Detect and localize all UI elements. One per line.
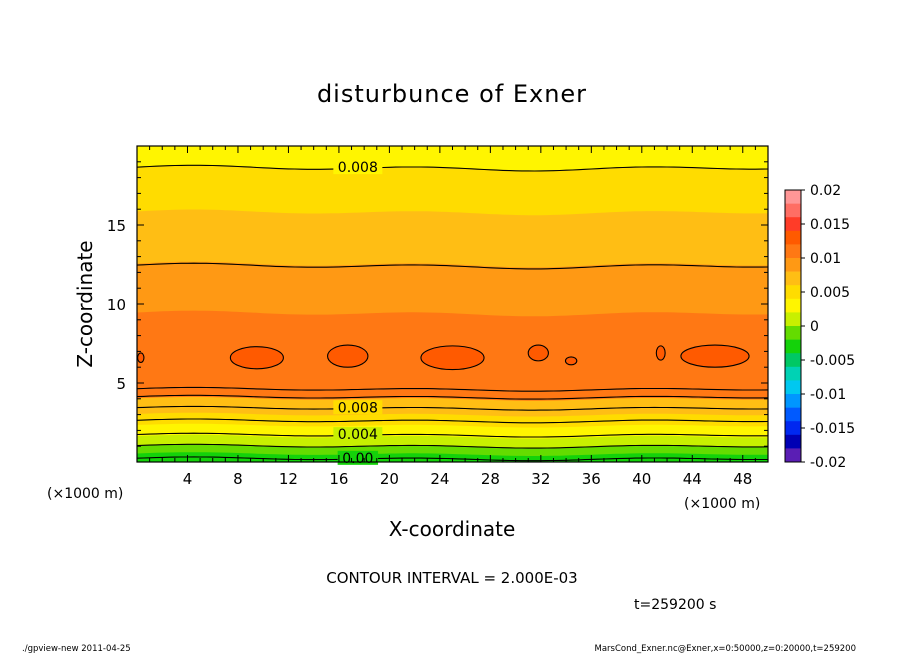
colorbar-level <box>785 407 801 422</box>
colorbar <box>784 189 802 463</box>
colorbar-tick-label: 0.015 <box>810 217 850 233</box>
colorbar-level <box>785 448 801 463</box>
colorbar-level <box>785 366 801 381</box>
colorbar-level <box>785 190 801 204</box>
colorbar-tick-label: -0.015 <box>810 421 855 437</box>
x-tick-label: 36 <box>582 470 601 488</box>
y-axis-label: Z-coordinate <box>73 240 97 367</box>
x-unit-right: (×1000 m) <box>684 496 760 512</box>
contour-label-bg <box>333 427 383 442</box>
contour-line <box>137 394 768 400</box>
contour-label-bg <box>333 400 383 415</box>
colorbar-level <box>785 312 801 327</box>
pressure-cell <box>680 344 750 368</box>
contour-label: 0.008 <box>338 400 378 416</box>
pressure-cell <box>564 356 578 366</box>
high-pressure-cells <box>137 344 750 371</box>
y-tick-label: 5 <box>116 375 126 393</box>
x-tick-label: 48 <box>733 470 752 488</box>
time-text: t=259200 s <box>634 597 716 613</box>
colorbar-level <box>785 326 801 340</box>
contour-line <box>137 405 768 411</box>
colorbar-tick-labels: 0.02 0.015 0.01 0.005 0 -0.005 -0.01 -0.015 -0.0… <box>801 183 855 471</box>
x-axis-label: X-coordinate <box>389 517 516 541</box>
x-tick-label: 28 <box>481 470 500 488</box>
colorbar-level <box>785 339 801 354</box>
field-bands <box>137 146 768 462</box>
x-tick-label: 4 <box>183 470 193 488</box>
contour-line <box>137 443 768 449</box>
colorbar-level <box>785 285 801 300</box>
colorbar-tick-label: 0.02 <box>810 183 841 199</box>
colorbar-level <box>785 298 801 313</box>
colorbar-level <box>785 217 801 232</box>
colorbar-level <box>785 353 801 368</box>
y-tick-label: 10 <box>107 296 126 314</box>
contour-label-bg <box>333 160 383 175</box>
contour-label-bg <box>337 450 379 465</box>
contour-label: 0.004 <box>338 427 378 443</box>
colorbar-tick-label: -0.005 <box>810 353 855 369</box>
pressure-cell <box>420 345 485 371</box>
x-tick-label: 32 <box>531 470 550 488</box>
x-tick-label: 16 <box>329 470 348 488</box>
colorbar-tick-label: -0.02 <box>810 455 846 471</box>
x-tick-label: 8 <box>233 470 243 488</box>
contour-line <box>137 386 768 392</box>
contour-line <box>137 164 768 172</box>
x-tick-label: 24 <box>430 470 449 488</box>
plot-area <box>137 146 768 462</box>
colorbar-level <box>785 230 801 245</box>
x-tick-label: 44 <box>683 470 702 488</box>
pressure-cell <box>527 344 549 362</box>
colorbar-level <box>785 380 801 395</box>
colorbar-level <box>785 258 801 272</box>
x-unit-left: (×1000 m) <box>47 486 123 502</box>
contour-interval-text: CONTOUR INTERVAL = 2.000E-03 <box>326 569 577 587</box>
contour-line <box>137 418 768 424</box>
footer-left: ./gpview-new 2011-04-25 <box>22 644 131 654</box>
pressure-cell <box>327 344 369 368</box>
x-tick-label: 40 <box>632 470 651 488</box>
colorbar-level <box>785 394 801 408</box>
footer-right: MarsCond_Exner.nc@Exner,x=0:50000,z=0:20… <box>594 644 856 654</box>
colorbar-tick-label: 0.005 <box>810 285 850 301</box>
y-tick-label: 15 <box>107 217 126 235</box>
pressure-cell <box>655 345 666 361</box>
colorbar-level <box>785 434 801 449</box>
colorbar-tick-label: 0 <box>810 319 819 335</box>
x-tick-label: 20 <box>380 470 399 488</box>
colorbar-tick-label: -0.01 <box>810 387 846 403</box>
colorbar-tick-label: 0.01 <box>810 251 841 267</box>
contour-label: 0.008 <box>338 160 378 176</box>
y-axis-ticks: 5 10 15 <box>107 145 768 463</box>
pressure-cell <box>229 346 284 370</box>
x-tick-label: 12 <box>279 470 298 488</box>
colorbar-level <box>785 203 801 218</box>
contour-line <box>137 432 768 438</box>
contour-label: 0.00 <box>342 451 373 467</box>
colorbar-level <box>785 421 801 436</box>
pressure-cell <box>137 352 145 364</box>
x-axis-ticks: 4 8 12 16 20 24 28 32 36 40 44 48 <box>136 146 769 488</box>
colorbar-level <box>785 244 801 259</box>
contour-line <box>137 262 768 270</box>
colorbar-level <box>785 271 801 286</box>
contour-labels: 0.008 0.008 0.004 0.00 <box>333 160 383 467</box>
chart-title: disturbunce of Exner <box>317 80 587 108</box>
